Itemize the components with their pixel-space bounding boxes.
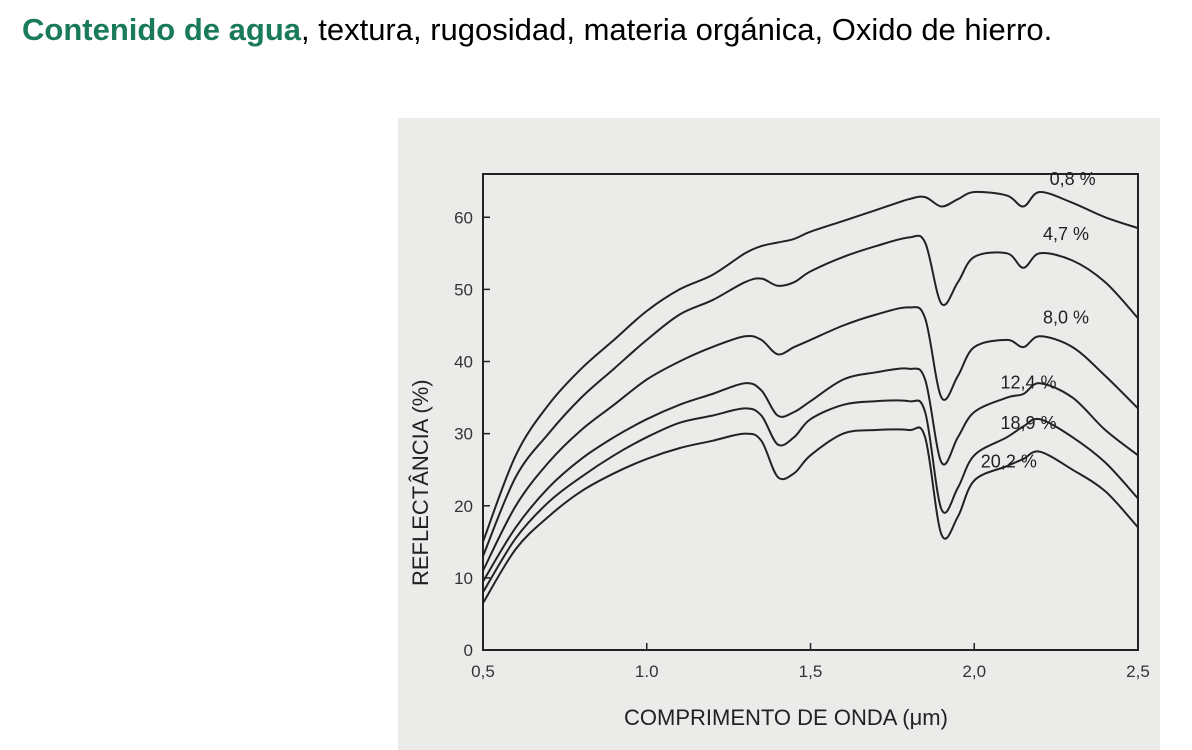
series-label: 8,0 % (1043, 307, 1089, 327)
reflectance-chart-figure: 0 10 20 30 40 50 60 0,5 1.0 1,5 2,0 2,5 0,8 % 4,7 %… (398, 118, 1160, 750)
x-tick-label: 2,0 (962, 662, 986, 681)
y-tick-label: 40 (454, 353, 473, 372)
series-label: 0,8 % (1050, 169, 1096, 189)
series-line (482, 190, 1139, 543)
series-line (482, 426, 1139, 604)
y-tick-label: 60 (454, 208, 473, 227)
slide-heading: Contenido de agua, textura, rugosidad, m… (22, 10, 1052, 50)
x-tick-label: 0,5 (471, 662, 495, 681)
series-label: 4,7 % (1043, 224, 1089, 244)
series-line (482, 306, 1139, 572)
y-axis-title: REFLECTÂNCIA (%) (408, 379, 433, 586)
series-line (482, 367, 1139, 583)
series-line (482, 399, 1139, 593)
x-tick-label: 1.0 (635, 662, 659, 681)
series-line (482, 234, 1139, 557)
series-label: 12,4 % (1000, 372, 1056, 392)
series-label: 20,2 % (981, 452, 1037, 472)
y-tick-label: 0 (464, 641, 473, 660)
x-axis: 0,5 1.0 1,5 2,0 2,5 (471, 643, 1150, 681)
y-tick-label: 10 (454, 569, 473, 588)
x-tick-label: 1,5 (799, 662, 823, 681)
y-tick-label: 50 (454, 280, 473, 299)
heading-accent: Contenido de agua (22, 12, 301, 47)
series-group (482, 190, 1139, 604)
series-label-group: 0,8 % 4,7 % 8,0 % 12,4 % 18,9 % 20,2 % (981, 169, 1096, 472)
series-label: 18,9 % (1000, 413, 1056, 433)
heading-rest: , textura, rugosidad, materia orgánica, … (301, 12, 1053, 47)
y-tick-label: 30 (454, 425, 473, 444)
y-axis: 0 10 20 30 40 50 60 (454, 208, 490, 660)
x-tick-label: 2,5 (1126, 662, 1150, 681)
y-tick-label: 20 (454, 497, 473, 516)
x-axis-title: COMPRIMENTO DE ONDA (μm) (624, 705, 948, 730)
reflectance-chart: 0 10 20 30 40 50 60 0,5 1.0 1,5 2,0 2,5 0,8 % 4,7 %… (408, 169, 1150, 730)
